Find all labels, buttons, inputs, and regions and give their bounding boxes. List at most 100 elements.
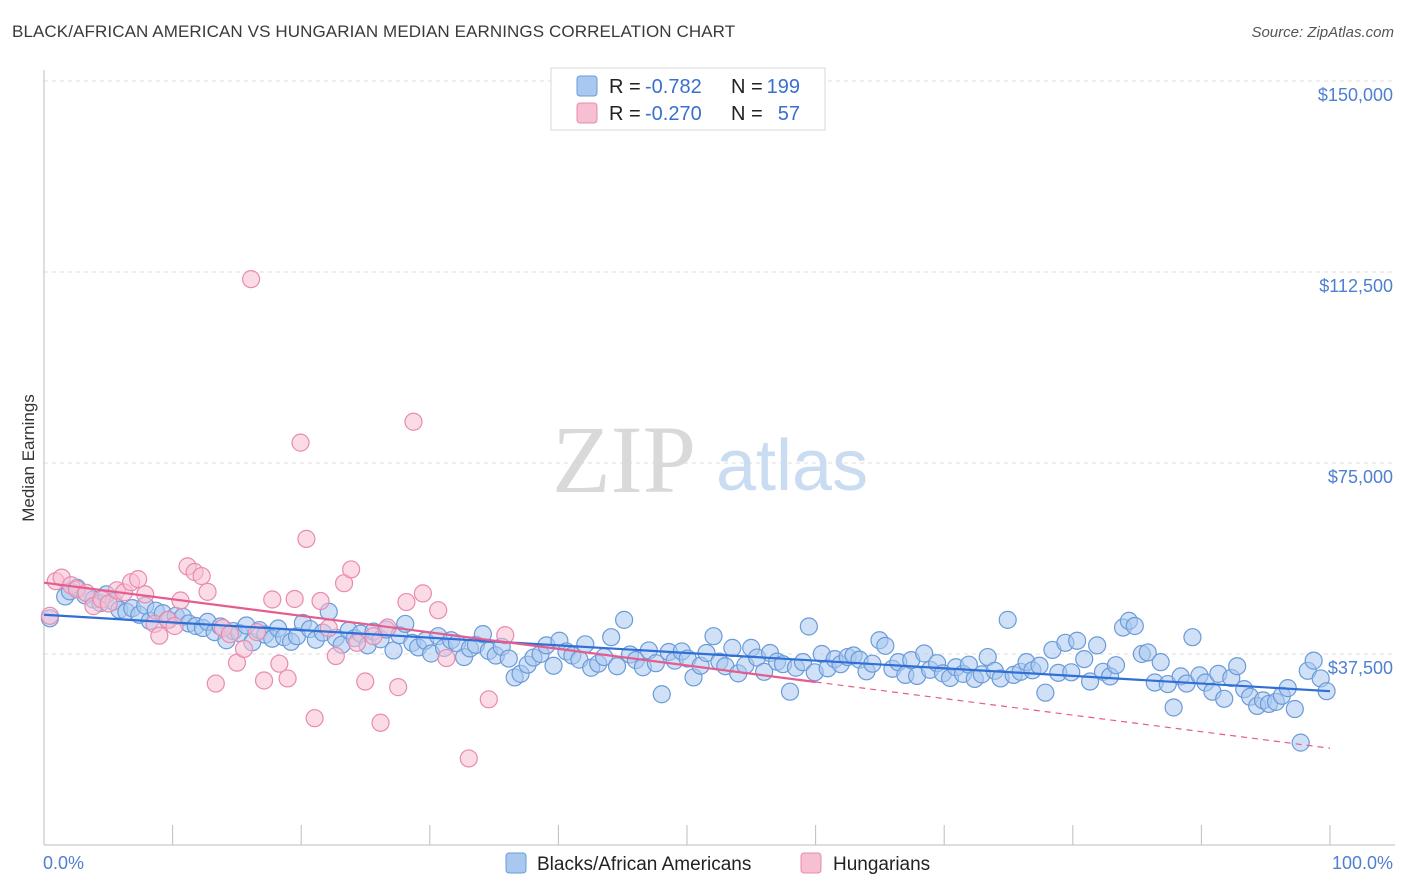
- point-blacks: [1304, 651, 1323, 670]
- point-blacks: [1151, 653, 1170, 672]
- point-blacks: [1183, 628, 1202, 647]
- point-hungarians: [291, 433, 310, 452]
- point-blacks: [1030, 656, 1049, 675]
- chart-title: BLACK/AFRICAN AMERICAN VS HUNGARIAN MEDI…: [12, 22, 736, 41]
- point-hungarians: [270, 654, 289, 673]
- point-hungarians: [326, 646, 345, 666]
- legend-n-value-1: 57: [778, 103, 800, 125]
- point-blacks: [1228, 657, 1247, 676]
- legend-r-label-0: R =: [609, 76, 641, 98]
- point-blacks: [384, 641, 403, 660]
- trend-line-hungarians-extension: [815, 681, 1331, 749]
- bottom-legend-label-1: Hungarians: [833, 854, 930, 875]
- y-tick-label: $112,500: [1319, 276, 1393, 296]
- point-hungarians: [347, 633, 367, 652]
- trend-lines: [43, 581, 1331, 749]
- watermark-zip: ZIP: [552, 406, 696, 513]
- point-hungarians: [413, 584, 432, 603]
- trend-line-blacks: [43, 613, 1331, 693]
- point-blacks: [1075, 649, 1094, 669]
- bottom-legend-swatch-0: [505, 852, 527, 874]
- point-blacks: [1036, 683, 1055, 702]
- point-hungarians: [234, 639, 254, 659]
- watermark: ZIP atlas: [552, 406, 868, 513]
- point-hungarians: [278, 669, 297, 688]
- y-axis-label: Median Earnings: [19, 394, 38, 522]
- point-blacks: [1291, 733, 1310, 752]
- y-tick-label: $150,000: [1318, 85, 1393, 105]
- legend-swatch-1: [576, 102, 598, 124]
- point-hungarians: [150, 626, 169, 645]
- point-blacks: [1125, 616, 1144, 636]
- point-hungarians: [263, 590, 282, 609]
- point-hungarians: [192, 566, 211, 586]
- point-blacks: [1062, 663, 1081, 682]
- point-blacks: [780, 682, 800, 701]
- legend-r-value-1: -0.270: [645, 103, 702, 125]
- point-hungarians: [342, 560, 361, 579]
- legend: R = -0.782 N = 199 R = -0.270 N = 57: [550, 67, 826, 131]
- axes: [43, 70, 1395, 846]
- point-blacks: [723, 638, 742, 657]
- x-tick-label-min: 0.0%: [43, 853, 84, 873]
- point-blacks: [876, 636, 895, 655]
- point-hungarians: [389, 678, 408, 697]
- point-blacks: [1068, 631, 1087, 650]
- point-blacks: [602, 628, 621, 647]
- point-blacks: [1285, 699, 1304, 719]
- point-hungarians: [356, 672, 375, 691]
- point-blacks: [499, 649, 518, 668]
- point-blacks: [998, 610, 1017, 629]
- point-blacks: [1106, 656, 1126, 675]
- point-hungarians: [429, 601, 448, 620]
- point-hungarians: [459, 749, 478, 768]
- point-hungarians: [206, 674, 225, 693]
- legend-r-label-1: R =: [609, 103, 641, 125]
- point-hungarians: [129, 570, 148, 589]
- point-hungarians: [165, 616, 184, 636]
- point-blacks: [704, 627, 723, 646]
- legend-r-value-0: -0.782: [645, 76, 702, 98]
- point-hungarians: [319, 618, 338, 638]
- point-hungarians: [479, 690, 498, 709]
- point-hungarians: [437, 648, 456, 668]
- point-hungarians: [397, 592, 416, 612]
- legend-n-value-0: 199: [767, 76, 800, 98]
- point-blacks: [615, 610, 634, 629]
- point-hungarians: [311, 591, 330, 611]
- legend-swatch-0: [576, 75, 598, 97]
- bottom-legend-label-0: Blacks/African Americans: [537, 854, 751, 875]
- point-hungarians: [285, 589, 304, 609]
- point-hungarians: [99, 594, 118, 613]
- point-blacks: [652, 685, 671, 704]
- legend-n-label-1: N =: [731, 103, 763, 125]
- point-hungarians: [305, 709, 324, 728]
- bottom-legend: Blacks/African Americans Hungarians: [505, 852, 930, 875]
- y-tick-label: $75,000: [1328, 467, 1393, 487]
- y-tick-labels: $37,500 $75,000 $112,500 $150,000: [1318, 85, 1393, 678]
- point-blacks: [793, 653, 813, 672]
- trend-line-hungarians: [43, 581, 816, 684]
- point-hungarians: [220, 625, 240, 644]
- x-tick-label-max: 100.0%: [1332, 853, 1393, 873]
- point-hungarians: [297, 529, 316, 548]
- point-blacks: [1138, 643, 1157, 662]
- point-blacks: [607, 657, 627, 676]
- bottom-legend-swatch-1: [800, 852, 822, 874]
- point-hungarians: [241, 270, 261, 289]
- point-blacks: [544, 656, 563, 675]
- point-blacks: [576, 635, 595, 654]
- y-tick-label: $37,500: [1328, 658, 1393, 678]
- point-blacks: [1164, 698, 1183, 717]
- point-hungarians: [496, 626, 515, 645]
- point-hungarians: [254, 671, 274, 690]
- point-hungarians: [371, 713, 390, 732]
- legend-n-label-0: N =: [731, 76, 763, 98]
- series-hungarians-points: [40, 270, 515, 768]
- watermark-atlas: atlas: [716, 426, 868, 506]
- point-blacks: [799, 617, 818, 636]
- point-hungarians: [404, 412, 423, 431]
- point-blacks: [915, 644, 934, 663]
- x-ticks: [43, 825, 1331, 845]
